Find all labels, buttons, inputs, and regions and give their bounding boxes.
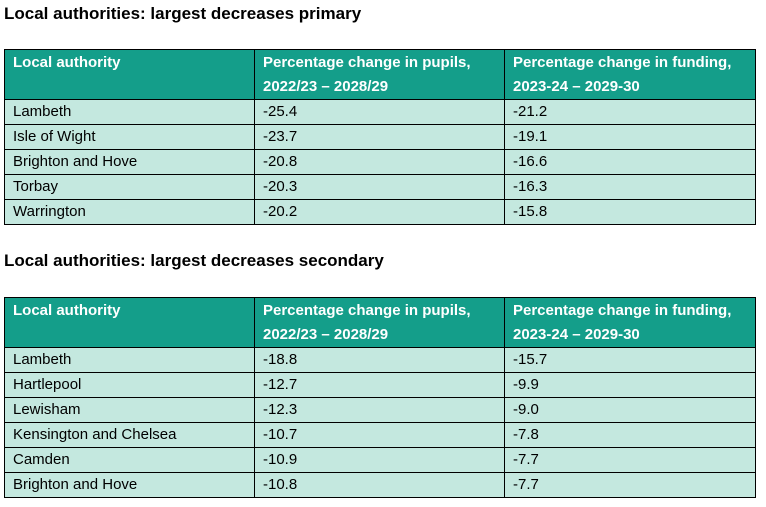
cell-pupils: -12.7 [254,372,505,398]
cell-pupils: -12.3 [254,397,505,423]
cell-funding: -7.7 [504,472,756,498]
table-row: Kensington and Chelsea -10.7 -7.8 [4,422,756,448]
table-row: Lewisham -12.3 -9.0 [4,397,756,423]
cell-authority: Torbay [4,174,255,200]
table-row: Brighton and Hove -20.8 -16.6 [4,149,756,175]
cell-authority: Lewisham [4,397,255,423]
table-row: Lambeth -25.4 -21.2 [4,99,756,125]
header-local-authority: Local authority [4,297,255,348]
cell-authority: Hartlepool [4,372,255,398]
cell-funding: -15.8 [504,199,756,225]
header-funding-change: Percentage change in funding, 2023-24 – … [504,297,756,348]
header-local-authority: Local authority [4,49,255,100]
header-pupils-change: Percentage change in pupils, 2022/23 – 2… [254,49,505,100]
cell-authority: Brighton and Hove [4,149,255,175]
cell-pupils: -23.7 [254,124,505,150]
cell-pupils: -10.9 [254,447,505,473]
table-row: Isle of Wight -23.7 -19.1 [4,124,756,150]
cell-authority: Kensington and Chelsea [4,422,255,448]
primary-decreases-table: Local authority Percentage change in pup… [4,49,756,225]
cell-funding: -7.7 [504,447,756,473]
table-header-row: Local authority Percentage change in pup… [4,49,756,100]
table-header-row: Local authority Percentage change in pup… [4,297,756,348]
cell-pupils: -20.2 [254,199,505,225]
cell-pupils: -20.8 [254,149,505,175]
cell-pupils: -18.8 [254,347,505,373]
cell-authority: Lambeth [4,99,255,125]
cell-funding: -7.8 [504,422,756,448]
secondary-section-title: Local authorities: largest decreases sec… [4,251,384,270]
cell-authority: Lambeth [4,347,255,373]
table-row: Camden -10.9 -7.7 [4,447,756,473]
cell-funding: -16.6 [504,149,756,175]
header-pupils-change: Percentage change in pupils, 2022/23 – 2… [254,297,505,348]
cell-authority: Camden [4,447,255,473]
secondary-decreases-table: Local authority Percentage change in pup… [4,297,756,498]
cell-funding: -9.9 [504,372,756,398]
table-row: Lambeth -18.8 -15.7 [4,347,756,373]
table-row: Warrington -20.2 -15.8 [4,199,756,225]
table-row: Torbay -20.3 -16.3 [4,174,756,200]
cell-authority: Isle of Wight [4,124,255,150]
table-row: Brighton and Hove -10.8 -7.7 [4,472,756,498]
cell-funding: -16.3 [504,174,756,200]
header-funding-change: Percentage change in funding, 2023-24 – … [504,49,756,100]
cell-authority: Brighton and Hove [4,472,255,498]
cell-funding: -15.7 [504,347,756,373]
cell-authority: Warrington [4,199,255,225]
cell-funding: -9.0 [504,397,756,423]
cell-pupils: -10.7 [254,422,505,448]
cell-pupils: -10.8 [254,472,505,498]
cell-funding: -19.1 [504,124,756,150]
cell-pupils: -20.3 [254,174,505,200]
cell-funding: -21.2 [504,99,756,125]
cell-pupils: -25.4 [254,99,505,125]
table-row: Hartlepool -12.7 -9.9 [4,372,756,398]
primary-section-title: Local authorities: largest decreases pri… [4,4,362,23]
